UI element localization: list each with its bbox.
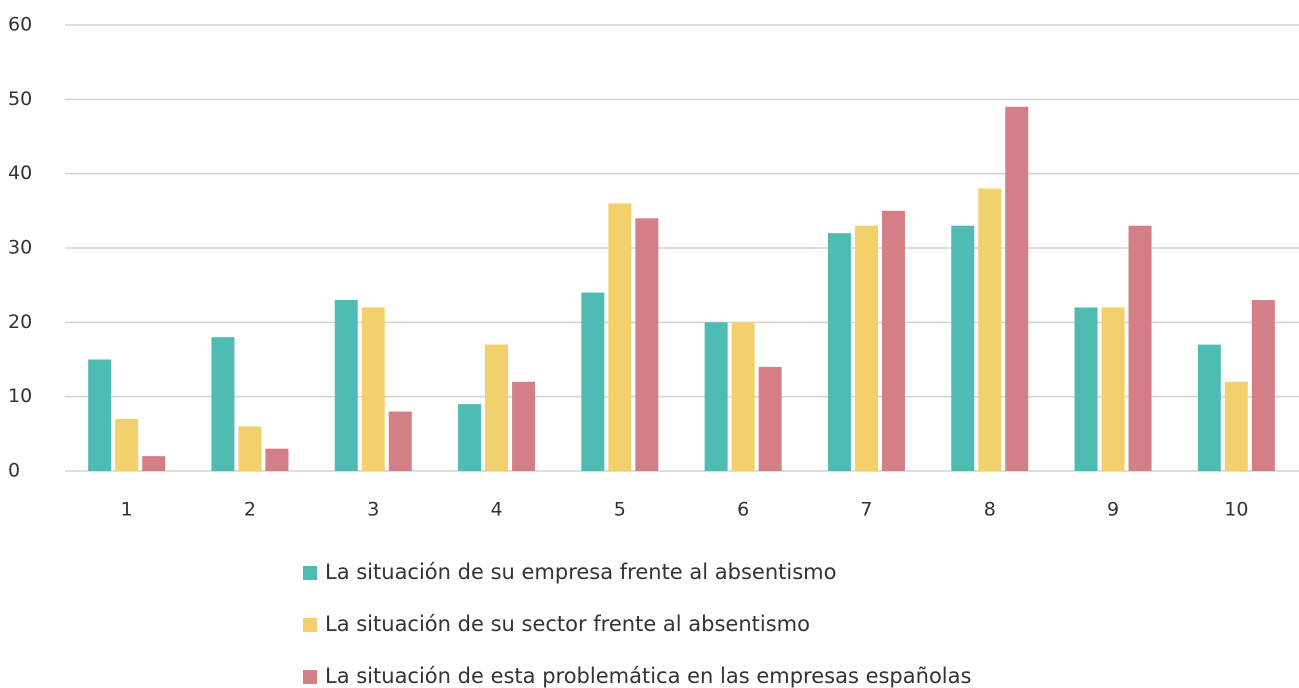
bar [1101, 307, 1125, 471]
bar [211, 337, 235, 471]
x-tick-label: 10 [1224, 499, 1248, 521]
bar [758, 366, 782, 471]
x-tick-label: 5 [614, 499, 626, 521]
bar [238, 426, 262, 471]
bar [731, 322, 755, 471]
bar [142, 456, 166, 471]
bar [1251, 300, 1275, 471]
bar [1128, 225, 1152, 471]
bar [608, 203, 632, 471]
bar [334, 300, 358, 471]
bar [88, 359, 112, 471]
x-tick-label: 6 [737, 499, 749, 521]
bar [115, 418, 139, 471]
bar [635, 218, 659, 471]
bar [704, 322, 728, 471]
legend-label: La situación de su sector frente al abse… [325, 612, 810, 636]
bar [1074, 307, 1098, 471]
bar [485, 344, 509, 471]
x-tick-label: 4 [491, 499, 503, 521]
bar [388, 411, 412, 471]
legend-label: La situación de su empresa frente al abs… [325, 560, 836, 584]
x-tick-label: 1 [121, 499, 133, 521]
bar [1005, 106, 1029, 472]
x-tick-label: 9 [1107, 499, 1119, 521]
legend-swatch [303, 618, 317, 632]
legend-swatch [303, 566, 317, 580]
x-tick-label: 7 [860, 499, 872, 521]
y-tick-label: 50 [8, 88, 32, 110]
y-tick-label: 40 [8, 162, 32, 184]
bar [581, 292, 605, 471]
bar [361, 307, 385, 471]
legend-swatch [303, 670, 317, 684]
bar [512, 381, 536, 471]
x-tick-label: 8 [984, 499, 996, 521]
bar [978, 188, 1002, 472]
y-tick-label: 30 [8, 237, 32, 259]
bar [265, 448, 289, 471]
bar [951, 225, 975, 471]
legend-label: La situación de esta problemática en las… [325, 664, 971, 688]
y-tick-label: 10 [8, 385, 32, 407]
x-tick-label: 3 [367, 499, 379, 521]
bar [827, 233, 851, 471]
y-tick-label: 20 [8, 311, 32, 333]
y-tick-label: 0 [8, 460, 20, 482]
x-tick-label: 2 [244, 499, 256, 521]
bar [854, 225, 878, 471]
bar [1224, 381, 1248, 471]
bar [458, 404, 482, 471]
y-tick-label: 60 [8, 14, 32, 36]
bar [881, 210, 905, 472]
bar [1197, 344, 1221, 471]
